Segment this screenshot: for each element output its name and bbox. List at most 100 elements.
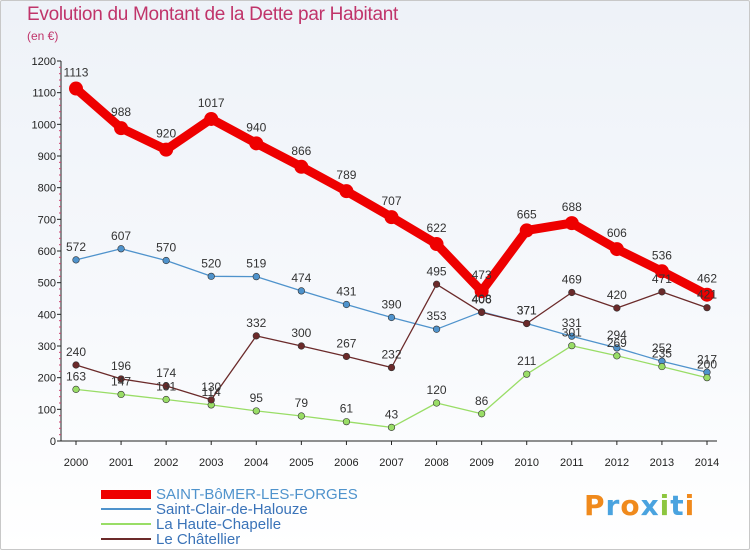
logo-letter: t xyxy=(670,489,685,522)
data-point xyxy=(114,121,129,136)
data-label: 572 xyxy=(66,240,86,254)
logo-letter: x xyxy=(640,489,660,522)
legend-label: Saint-Clair-de-Halouze xyxy=(156,501,308,518)
x-tick-label: 2004 xyxy=(244,457,268,469)
data-point xyxy=(478,410,486,418)
data-label: 120 xyxy=(427,383,447,397)
y-tick-label: 200 xyxy=(38,373,56,385)
data-label: 866 xyxy=(291,144,311,158)
data-label: 920 xyxy=(156,127,176,141)
data-label: 252 xyxy=(652,341,672,355)
y-tick-label: 300 xyxy=(38,341,56,353)
data-label: 940 xyxy=(246,120,266,134)
data-label: 114 xyxy=(202,385,221,399)
data-point xyxy=(72,361,80,369)
data-label: 607 xyxy=(111,229,131,243)
data-label: 390 xyxy=(381,298,401,312)
data-label: 519 xyxy=(246,257,266,271)
y-tick-label: 500 xyxy=(38,278,56,290)
data-point xyxy=(474,284,489,299)
series-lines xyxy=(69,81,714,431)
y-tick-label: 0 xyxy=(50,436,56,448)
data-label: 232 xyxy=(381,348,401,362)
data-point xyxy=(568,288,576,297)
data-point xyxy=(162,395,170,404)
data-point xyxy=(519,223,534,238)
data-label: 269 xyxy=(607,336,627,350)
x-tick-label: 2008 xyxy=(424,457,448,469)
y-tick-label: 400 xyxy=(38,309,56,321)
data-label: 147 xyxy=(111,374,131,388)
data-label: 1113 xyxy=(64,66,89,80)
data-label: 131 xyxy=(156,380,176,394)
data-label: 420 xyxy=(607,288,627,302)
x-tick-label: 2005 xyxy=(289,457,313,469)
data-label: 79 xyxy=(295,396,309,410)
y-tick-label: 1100 xyxy=(32,88,56,100)
x-tick-label: 2006 xyxy=(334,457,358,469)
data-label: 43 xyxy=(385,407,399,421)
data-point xyxy=(342,418,351,426)
data-label: 471 xyxy=(652,272,672,286)
x-tick-label: 2013 xyxy=(650,457,674,469)
data-point xyxy=(72,385,80,393)
x-tick-label: 2001 xyxy=(109,457,133,469)
legend-swatch xyxy=(101,508,151,510)
logo-letter: i xyxy=(684,489,696,522)
series-line xyxy=(71,84,712,300)
data-label: 474 xyxy=(291,271,311,285)
data-label: 200 xyxy=(697,358,717,372)
data-point xyxy=(297,412,305,420)
data-label: 294 xyxy=(607,328,627,342)
data-point xyxy=(568,332,576,340)
data-label: 789 xyxy=(336,168,356,182)
data-point xyxy=(384,210,399,225)
data-label: 95 xyxy=(250,391,264,405)
data-label: 408 xyxy=(472,292,492,306)
data-label: 988 xyxy=(111,105,131,119)
chart-unit: (en €) xyxy=(27,29,59,43)
logo-letter: o xyxy=(620,489,641,522)
data-label: 421 xyxy=(697,288,717,302)
data-point xyxy=(387,313,396,322)
data-point xyxy=(162,382,170,390)
data-point xyxy=(609,242,624,257)
data-point xyxy=(252,407,260,415)
data-label: 130 xyxy=(201,380,221,394)
y-tick-label: 900 xyxy=(38,151,56,163)
x-tick-label: 2002 xyxy=(154,457,178,469)
x-tick-label: 2000 xyxy=(64,457,88,469)
data-label: 473 xyxy=(472,268,492,282)
data-point xyxy=(387,363,396,372)
data-point xyxy=(339,184,354,199)
data-point xyxy=(207,272,215,280)
data-label: 688 xyxy=(562,200,582,214)
x-tick-label: 2010 xyxy=(514,457,538,469)
data-label: 371 xyxy=(517,304,537,318)
x-tick-label: 2012 xyxy=(605,457,629,469)
data-label: 174 xyxy=(156,366,176,380)
data-point xyxy=(117,375,125,383)
data-point xyxy=(432,399,441,407)
proxiti-logo: Proxiti xyxy=(584,489,695,522)
data-point xyxy=(162,256,170,265)
data-label: 371 xyxy=(517,304,537,318)
data-point xyxy=(523,319,531,328)
data-label: 462 xyxy=(697,272,717,286)
data-point xyxy=(658,362,666,371)
data-label: 665 xyxy=(517,207,537,221)
data-point xyxy=(613,304,621,312)
data-point xyxy=(432,280,441,288)
data-point xyxy=(117,245,125,253)
axes: 0 100 200 300 400 500 600 700 800 900 1000 1100 1200… xyxy=(32,56,720,469)
data-label: 606 xyxy=(607,226,627,240)
data-label: 217 xyxy=(697,352,717,366)
data-label: 570 xyxy=(156,241,176,255)
logo-letter: i xyxy=(659,489,671,522)
x-tick-label: 2007 xyxy=(379,457,403,469)
data-point xyxy=(252,332,260,340)
data-label: 520 xyxy=(201,256,221,270)
data-label: 431 xyxy=(336,285,356,299)
